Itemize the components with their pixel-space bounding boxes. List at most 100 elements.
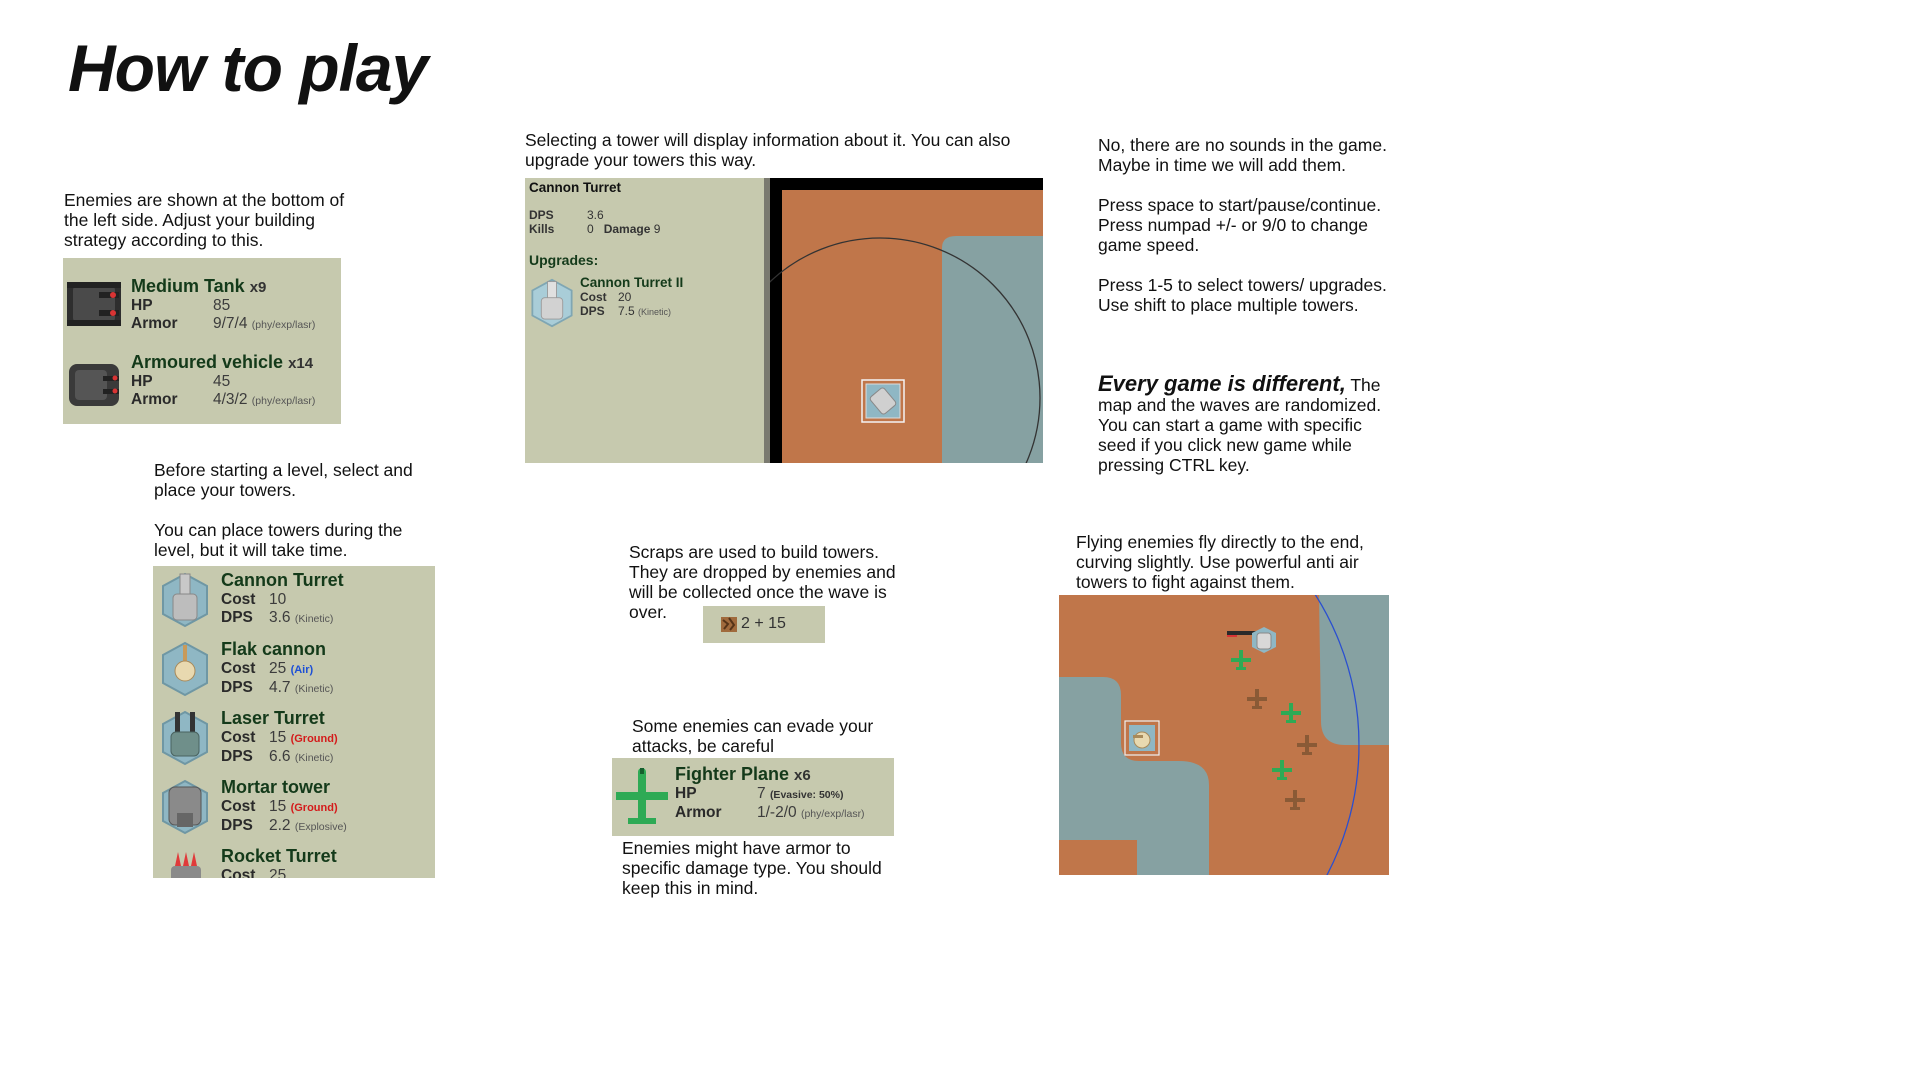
tank-icon (67, 282, 121, 326)
info-notes: No, there are no sounds in the game. May… (1098, 135, 1398, 335)
tower-info-view: Cannon Turret DPS 3.6 Kills 0 Damage 9 Upg… (525, 178, 1043, 463)
tower-name: Rocket Turret (221, 846, 337, 866)
cost-label: Cost (221, 867, 256, 878)
fighter-armor-value: 1/-2/0 (757, 804, 797, 821)
rocket-icon (171, 852, 201, 878)
cost-label: Cost (221, 798, 256, 815)
tower-name: Cannon Turret (221, 570, 344, 590)
laser-icon (162, 710, 208, 766)
cannon-upgrade-icon (531, 278, 573, 328)
before-level-text: Before starting a level, select and plac… (154, 460, 413, 500)
tower-item-mortar[interactable]: Mortar tower Cost 15 (Ground) DPS 2.2 (Exp… (153, 773, 435, 839)
tower-placement-note: Before starting a level, select and plac… (154, 460, 444, 560)
map-terrain (770, 178, 1043, 463)
mortar-icon (162, 779, 208, 835)
dps-label: DPS (221, 748, 253, 765)
damage-type: (Explosive) (294, 821, 347, 833)
select-keys-note: Press 1-5 to select towers/ upgrades. Us… (1098, 275, 1387, 315)
armor-label: Armor (131, 391, 178, 408)
fighter-armor-note: (phy/exp/lasr) (800, 808, 865, 820)
ground-tag: (Ground) (290, 802, 338, 814)
evasive-tag: (Evasive: 50%) (769, 789, 844, 801)
cannon-icon (162, 572, 208, 628)
cost-label: Cost (221, 660, 256, 677)
info-stats: DPS 3.6 Kills 0 Damage 9 (529, 208, 660, 236)
map-view[interactable] (770, 178, 1043, 463)
hp-value: 85 (213, 297, 231, 314)
flying-map-view (1059, 595, 1389, 875)
fighter-hp-label: HP (675, 785, 697, 802)
vehicle-icon (69, 364, 119, 406)
scrap-icon (721, 617, 737, 632)
tower-item-rocket[interactable]: Rocket Turret Cost 25 (153, 842, 435, 878)
upgrade-cost-label: Cost (580, 290, 607, 304)
enemy-entry-armoured-vehicle: Armoured vehicle x14 HP 45 Armor 4/3/2 (ph… (63, 352, 341, 422)
info-kills-label: Kills (529, 222, 555, 236)
cost-value: 10 (269, 591, 287, 608)
enemies-note: Enemies are shown at the bottom of the l… (64, 190, 354, 250)
armor-label: Armor (131, 315, 178, 332)
tower-item-flak[interactable]: Flak cannon Cost 25 (Air) DPS 4.7 (Kinetic… (153, 635, 435, 701)
tower-name: Flak cannon (221, 639, 327, 659)
enemy-panel: Medium Tank x9 HP 85 Armor 9/7/4 (phy/exp/… (63, 258, 341, 424)
scraps-value: 2 + 15 (741, 615, 786, 632)
cost-value: 25 (269, 867, 287, 878)
tower-name: Laser Turret (221, 708, 325, 728)
fighter-armor-label: Armor (675, 804, 722, 821)
controls-note: Press space to start/pause/continue. Pre… (1098, 195, 1382, 255)
dps-value: 3.6 (269, 609, 291, 626)
damage-type: (Kinetic) (294, 752, 334, 764)
upgrade-damage-type: (Kinetic) (638, 307, 672, 317)
fighter-count: x6 (794, 767, 811, 784)
enemy-name: Armoured vehicle (131, 352, 284, 372)
tower-name: Mortar tower (221, 777, 331, 797)
during-level-text: You can place towers during the level, b… (154, 520, 403, 560)
armor-value: 9/7/4 (213, 315, 248, 332)
cost-label: Cost (221, 591, 256, 608)
different-text: The map and the waves are randomized. Yo… (1098, 375, 1382, 475)
enemy-name: Medium Tank (131, 276, 245, 296)
flying-note: Flying enemies fly directly to the end, … (1076, 532, 1364, 592)
info-kills-value: 0 (587, 222, 594, 236)
cost-value: 25 (269, 660, 287, 677)
scraps-note: Scraps are used to build towers. They ar… (629, 542, 896, 622)
info-tower-name: Cannon Turret (529, 180, 621, 195)
tower-item-cannon[interactable]: Cannon Turret Cost 10 DPS 3.6 (Kinetic) (153, 566, 435, 632)
damage-type: (Kinetic) (294, 683, 334, 695)
different-heading: Every game is different, (1098, 371, 1346, 396)
cost-value: 15 (269, 798, 287, 815)
dps-value: 6.6 (269, 748, 291, 765)
dps-label: DPS (221, 817, 253, 834)
armor-note: (phy/exp/lasr) (251, 319, 316, 331)
info-damage-label: Damage (603, 222, 651, 236)
dps-label: DPS (221, 609, 253, 626)
upgrade-cost-value: 20 (618, 290, 632, 304)
enemies-note-text: Enemies are shown at the bottom of the l… (64, 190, 345, 250)
hp-label: HP (131, 297, 153, 314)
upgrade-name: Cannon Turret II (580, 275, 684, 290)
enemy-count: x9 (249, 279, 267, 296)
hp-value: 45 (213, 373, 231, 390)
info-damage-value: 9 (653, 222, 661, 236)
flak-icon (162, 641, 208, 697)
upgrade-dps-label: DPS (580, 304, 605, 318)
panel-divider (764, 178, 770, 463)
armor-note: (phy/exp/lasr) (251, 395, 316, 407)
scraps-counter: 2 + 15 (703, 606, 825, 643)
armor-note: Enemies might have armor to specific dam… (622, 838, 882, 898)
tower-list-panel: Cannon Turret Cost 10 DPS 3.6 (Kinetic) Fl… (153, 566, 435, 878)
cost-value: 15 (269, 729, 287, 746)
selecting-note: Selecting a tower will display informati… (525, 130, 1011, 170)
armor-value: 4/3/2 (213, 391, 248, 408)
page-title: How to play (68, 31, 428, 105)
randomized-note: Every game is different, The map and the… (1098, 371, 1398, 476)
sounds-note: No, there are no sounds in the game. May… (1098, 135, 1387, 175)
fighter-plane-icon (616, 768, 668, 824)
fighter-name: Fighter Plane (675, 764, 790, 784)
upgrade-option[interactable]: Cannon Turret II Cost 20 DPS 7.5 (Kinetic) (525, 274, 764, 334)
ground-tag: (Ground) (290, 733, 338, 745)
tower-item-laser[interactable]: Laser Turret Cost 15 (Ground) DPS 6.6 (Kin… (153, 704, 435, 770)
fighter-panel: Fighter Plane x6 HP 7 (Evasive: 50%) Armo… (612, 758, 894, 836)
enemy-count: x14 (288, 355, 314, 372)
damage-type: (Kinetic) (294, 613, 334, 625)
